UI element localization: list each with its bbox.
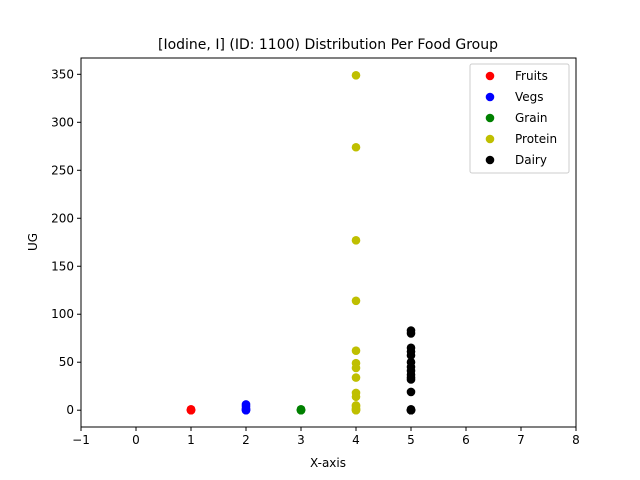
data-point-protein (351, 296, 361, 306)
x-tick-label: 7 (517, 433, 525, 447)
y-tick-label: 0 (66, 403, 74, 417)
y-tick-label: 350 (51, 67, 74, 81)
x-axis-label: X-axis (310, 456, 346, 470)
y-tick-label: 300 (51, 115, 74, 129)
legend-marker-dairy (485, 155, 495, 165)
legend-box (469, 63, 570, 174)
data-points (186, 70, 416, 415)
legend-label-fruits: Fruits (515, 69, 548, 83)
legend-marker-fruits (485, 71, 495, 81)
x-tick-label: 1 (187, 433, 195, 447)
data-point-protein (351, 392, 361, 402)
data-point-dairy (406, 351, 416, 360)
legend-marker-vegs (485, 92, 495, 102)
legend-marker-protein (485, 134, 495, 144)
x-tick-label: 5 (407, 433, 415, 447)
plot-frame (80, 57, 577, 428)
x-tick-label: 2 (242, 433, 250, 447)
x-tick-label: −1 (72, 433, 90, 447)
data-point-fruits (186, 405, 196, 415)
data-point-protein (351, 373, 361, 382)
x-axis-ticks: −1 0 1 2 3 4 5 6 7 8 (72, 427, 580, 447)
legend-label-vegs: Vegs (515, 90, 544, 104)
data-point-dairy (406, 387, 416, 397)
legend: Fruits Vegs Grain Protein Dairy (469, 63, 570, 174)
data-point-grain (296, 405, 306, 415)
data-point-dairy (406, 329, 416, 338)
data-point-protein (351, 363, 361, 373)
x-tick-label: 6 (462, 433, 470, 447)
y-tick-label: 200 (51, 211, 74, 225)
y-tick-label: 50 (59, 355, 74, 369)
y-tick-label: 250 (51, 163, 74, 177)
chart-title: [Iodine, I] (ID: 1100) Distribution Per … (158, 37, 498, 53)
x-tick-label: 8 (572, 433, 580, 447)
data-point-protein (351, 405, 361, 415)
y-axis-ticks: 0 50 100 150 200 250 300 350 (51, 67, 81, 417)
data-point-protein (351, 142, 361, 152)
data-point-protein (351, 236, 361, 245)
data-point-vegs (241, 400, 251, 409)
data-point-protein (351, 70, 361, 80)
x-tick-label: 4 (352, 433, 360, 447)
legend-label-grain: Grain (515, 111, 548, 125)
data-point-dairy (406, 375, 416, 384)
data-point-dairy (406, 405, 416, 415)
y-axis-label: UG (26, 233, 40, 251)
x-tick-label: 3 (297, 433, 305, 447)
legend-label-protein: Protein (515, 132, 557, 146)
data-point-protein (351, 346, 361, 356)
x-tick-label: 0 (132, 433, 140, 447)
legend-marker-grain (485, 113, 495, 123)
y-tick-label: 100 (51, 307, 74, 321)
y-tick-label: 150 (51, 259, 74, 273)
legend-label-dairy: Dairy (515, 153, 547, 167)
